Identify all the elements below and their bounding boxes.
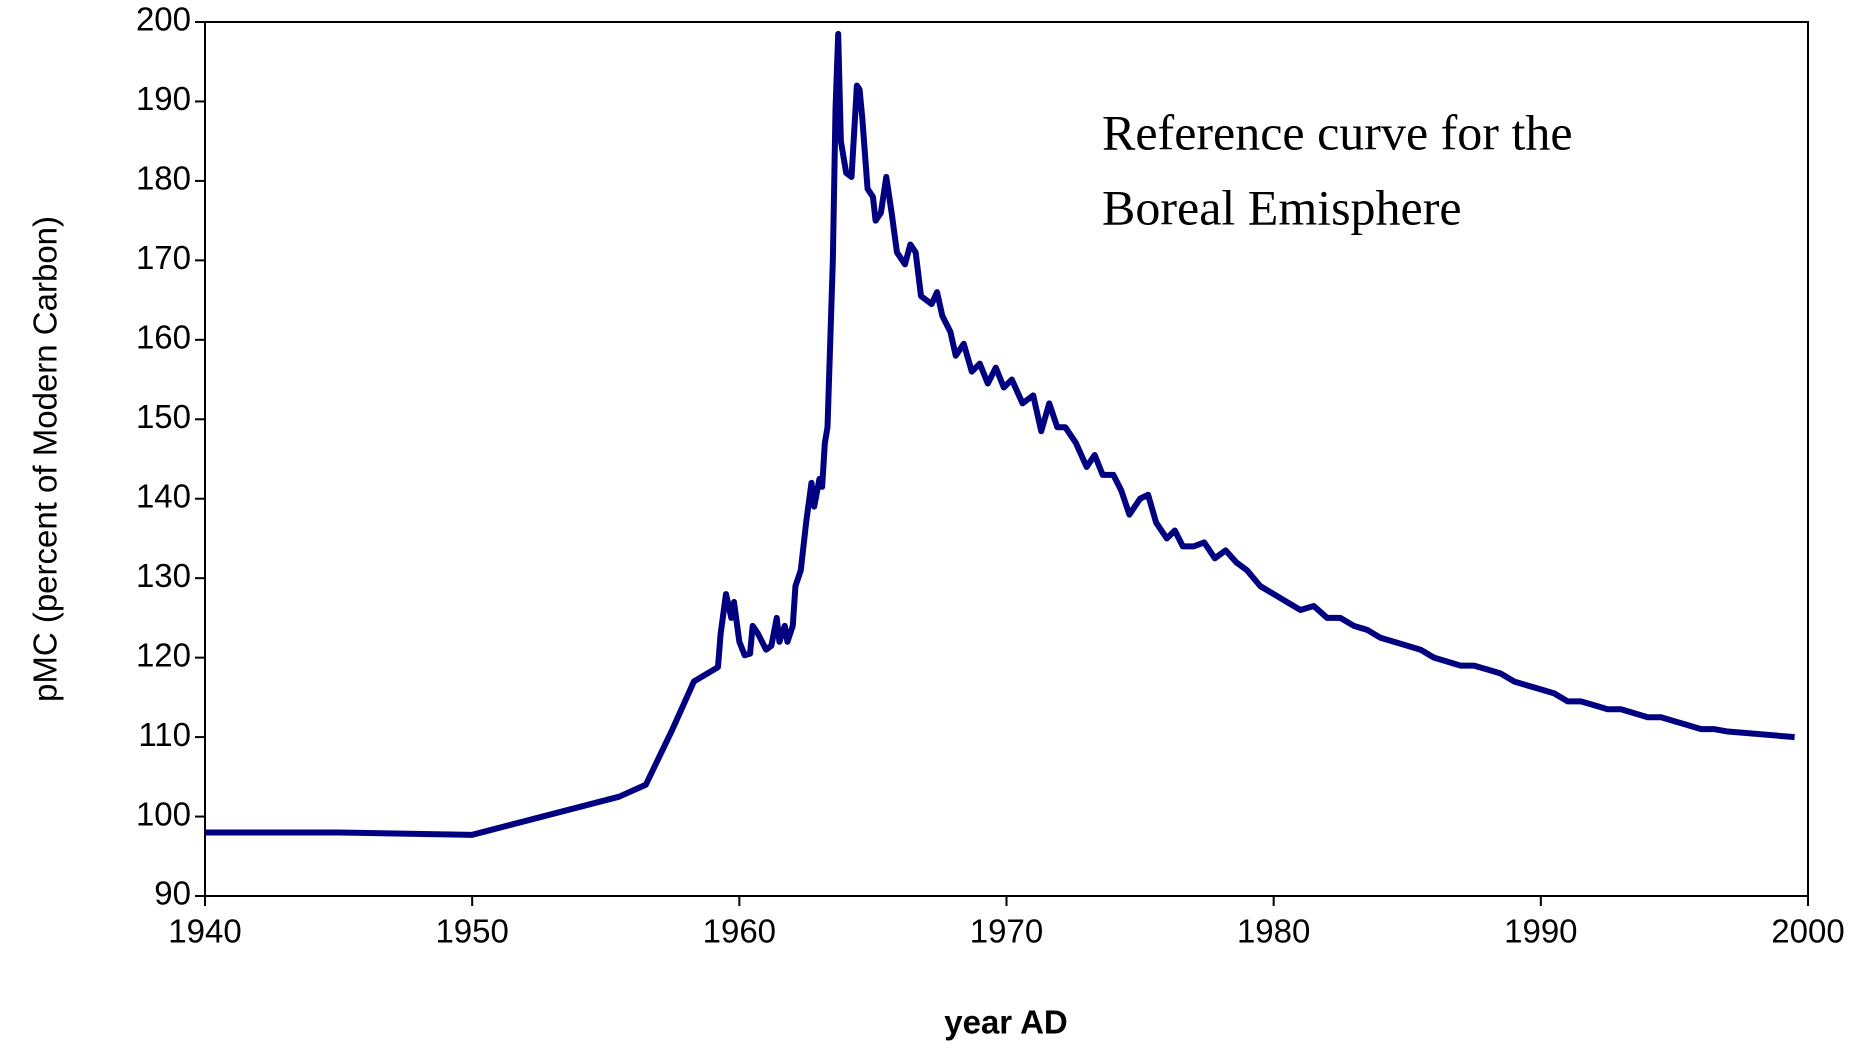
y-tick-label: 170 <box>136 239 191 276</box>
y-tick-label: 110 <box>138 716 191 753</box>
y-tick-label: 130 <box>136 557 191 594</box>
y-tick-label: 90 <box>154 875 191 912</box>
x-tick-label: 2000 <box>1771 913 1844 950</box>
x-tick-label: 1990 <box>1504 913 1577 950</box>
y-tick-label: 200 <box>136 1 191 38</box>
y-tick-label: 150 <box>136 398 191 435</box>
y-tick-label: 120 <box>136 636 191 673</box>
x-tick-label: 1970 <box>970 913 1043 950</box>
x-tick-label: 1940 <box>168 913 241 950</box>
y-tick-label: 180 <box>136 160 191 197</box>
annotation: Reference curve for the <box>1102 104 1573 160</box>
y-axis-title: pMC (percent of Modern Carbon) <box>27 216 64 702</box>
x-axis-title: year AD <box>944 1004 1068 1041</box>
x-tick-label: 1960 <box>703 913 776 950</box>
data-line <box>205 30 1795 838</box>
y-tick-label: 190 <box>136 80 191 117</box>
y-tick-label: 140 <box>136 477 191 514</box>
x-tick-label: 1980 <box>1237 913 1310 950</box>
y-tick-label: 160 <box>136 319 191 356</box>
x-tick-label: 1950 <box>435 913 508 950</box>
annotation: Boreal Emisphere <box>1102 179 1462 235</box>
y-tick-label: 100 <box>136 795 191 832</box>
